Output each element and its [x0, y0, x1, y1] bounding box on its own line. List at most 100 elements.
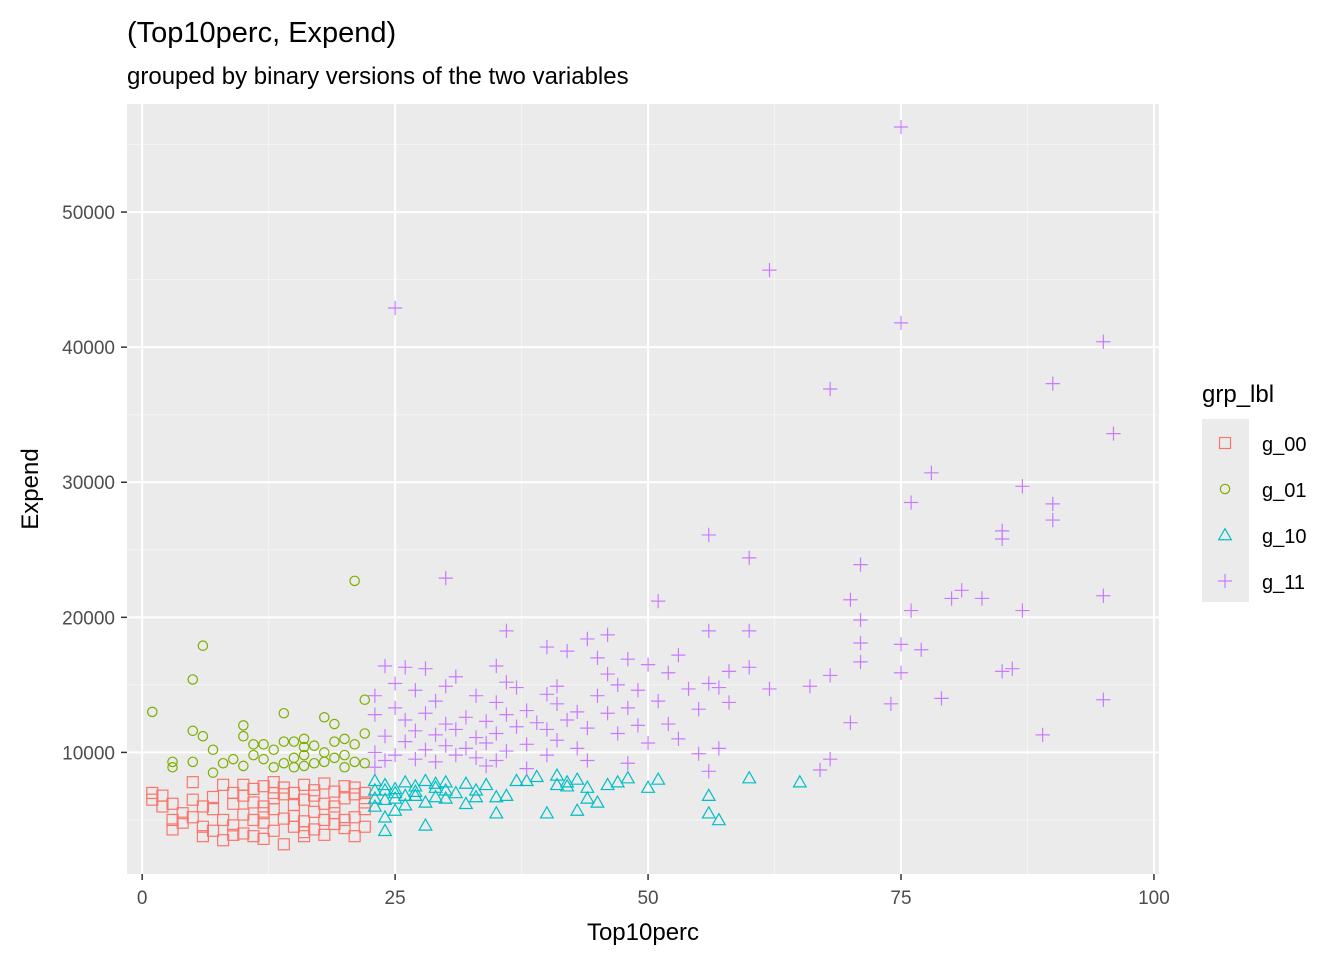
- data-point-g00: [196, 800, 209, 813]
- data-point-g11: [1015, 603, 1030, 618]
- data-point-g01: [349, 575, 360, 587]
- data-point-g10: [438, 774, 454, 788]
- data-point-g11: [559, 643, 575, 659]
- data-point-g01: [167, 762, 178, 773]
- data-point-g11: [539, 687, 555, 702]
- data-point-g01: [329, 752, 340, 764]
- data-point-g00: [247, 796, 260, 809]
- data-point-g11: [711, 680, 727, 695]
- data-point-g11: [377, 658, 393, 674]
- data-point-g11: [610, 726, 625, 741]
- data-point-g11: [448, 669, 463, 684]
- data-point-g10: [559, 778, 575, 792]
- chart-subtitle: grouped by binary versions of the two va…: [127, 63, 629, 90]
- data-point-g11: [661, 665, 676, 680]
- data-point-g01: [339, 762, 350, 773]
- data-point-g11: [590, 688, 605, 703]
- data-point-g01: [258, 753, 269, 765]
- data-point-g11: [620, 652, 635, 667]
- data-point-g00: [328, 807, 341, 820]
- data-point-g00: [267, 803, 280, 816]
- data-point-g00: [206, 824, 220, 837]
- data-point-g11: [418, 706, 433, 721]
- data-point-g11: [438, 738, 453, 753]
- data-point-g11: [398, 712, 413, 728]
- data-point-g01: [278, 757, 290, 769]
- y-tick-label: 30000: [62, 473, 115, 494]
- data-point-g11: [570, 704, 585, 720]
- data-point-g10: [549, 777, 565, 791]
- data-point-g01: [197, 730, 209, 742]
- data-point-g01: [227, 753, 239, 765]
- data-point-g11: [742, 660, 757, 675]
- data-point-g11: [489, 695, 504, 710]
- data-point-g10: [488, 789, 504, 803]
- data-point-g11: [651, 593, 666, 609]
- data-point-g00: [186, 776, 199, 789]
- legend-keys: [1217, 436, 1233, 589]
- data-point-g01: [187, 674, 199, 685]
- data-point-g00: [146, 793, 159, 806]
- data-points: [146, 119, 1121, 851]
- data-point-g10: [397, 788, 413, 801]
- data-point-g00: [287, 786, 301, 800]
- data-point-g00: [348, 788, 361, 801]
- data-point-g00: [277, 812, 290, 825]
- data-point-g10: [438, 790, 454, 804]
- data-point-g01: [288, 736, 300, 747]
- data-point-g11: [1035, 727, 1050, 743]
- x-tick-label: 25: [385, 888, 406, 909]
- data-point-g11: [944, 591, 959, 606]
- data-point-g10: [519, 773, 535, 787]
- data-point-g10: [741, 770, 757, 784]
- data-point-g00: [318, 797, 331, 810]
- data-point-g11: [853, 612, 868, 628]
- y-axis: 10000 20000 30000 40000 50000: [62, 203, 127, 764]
- data-point-g11: [499, 623, 514, 638]
- data-point-g10: [701, 788, 717, 801]
- chart-title: (Top10perc, Expend): [127, 17, 396, 49]
- data-point-g11: [398, 660, 413, 675]
- data-point-g11: [509, 680, 524, 695]
- data-point-g11: [479, 714, 494, 729]
- data-point-g11: [539, 747, 555, 763]
- data-point-g00: [206, 803, 220, 816]
- data-point-g00: [166, 797, 179, 810]
- data-point-g01: [319, 712, 330, 723]
- data-point-g01: [248, 749, 259, 761]
- data-point-g00: [338, 821, 351, 835]
- data-point-g11: [1045, 512, 1060, 528]
- data-point-g00: [227, 786, 240, 800]
- data-point-g11: [448, 747, 463, 763]
- data-point-g11: [883, 696, 899, 711]
- data-point-g01: [329, 718, 340, 730]
- data-point-g01: [359, 728, 371, 739]
- x-tick-label: 75: [890, 888, 911, 909]
- series-g00: [146, 776, 371, 851]
- data-point-g00: [257, 832, 270, 845]
- data-point-g11: [691, 702, 706, 717]
- data-point-g11: [468, 688, 484, 703]
- data-point-g11: [1096, 334, 1111, 349]
- data-point-g11: [428, 727, 443, 743]
- series-g10: [367, 767, 808, 837]
- legend-key-g10: [1217, 527, 1233, 541]
- data-point-g00: [348, 811, 361, 824]
- data-point-g11: [620, 756, 635, 771]
- data-point-g11: [549, 679, 565, 694]
- data-point-g11: [1106, 426, 1121, 441]
- data-point-g00: [186, 793, 199, 806]
- data-point-g00: [227, 819, 240, 832]
- data-point-g11: [630, 718, 646, 733]
- data-point-g10: [428, 789, 443, 803]
- data-point-g11: [529, 715, 544, 730]
- data-point-g10: [569, 771, 585, 785]
- data-point-g11: [458, 741, 474, 756]
- data-point-g01: [207, 767, 219, 778]
- data-point-g11: [499, 707, 514, 722]
- data-point-g00: [206, 790, 220, 804]
- y-tick-label: 40000: [62, 338, 115, 359]
- data-point-g11: [387, 700, 403, 715]
- y-axis-title: Expend: [17, 448, 44, 529]
- data-point-g00: [338, 813, 351, 827]
